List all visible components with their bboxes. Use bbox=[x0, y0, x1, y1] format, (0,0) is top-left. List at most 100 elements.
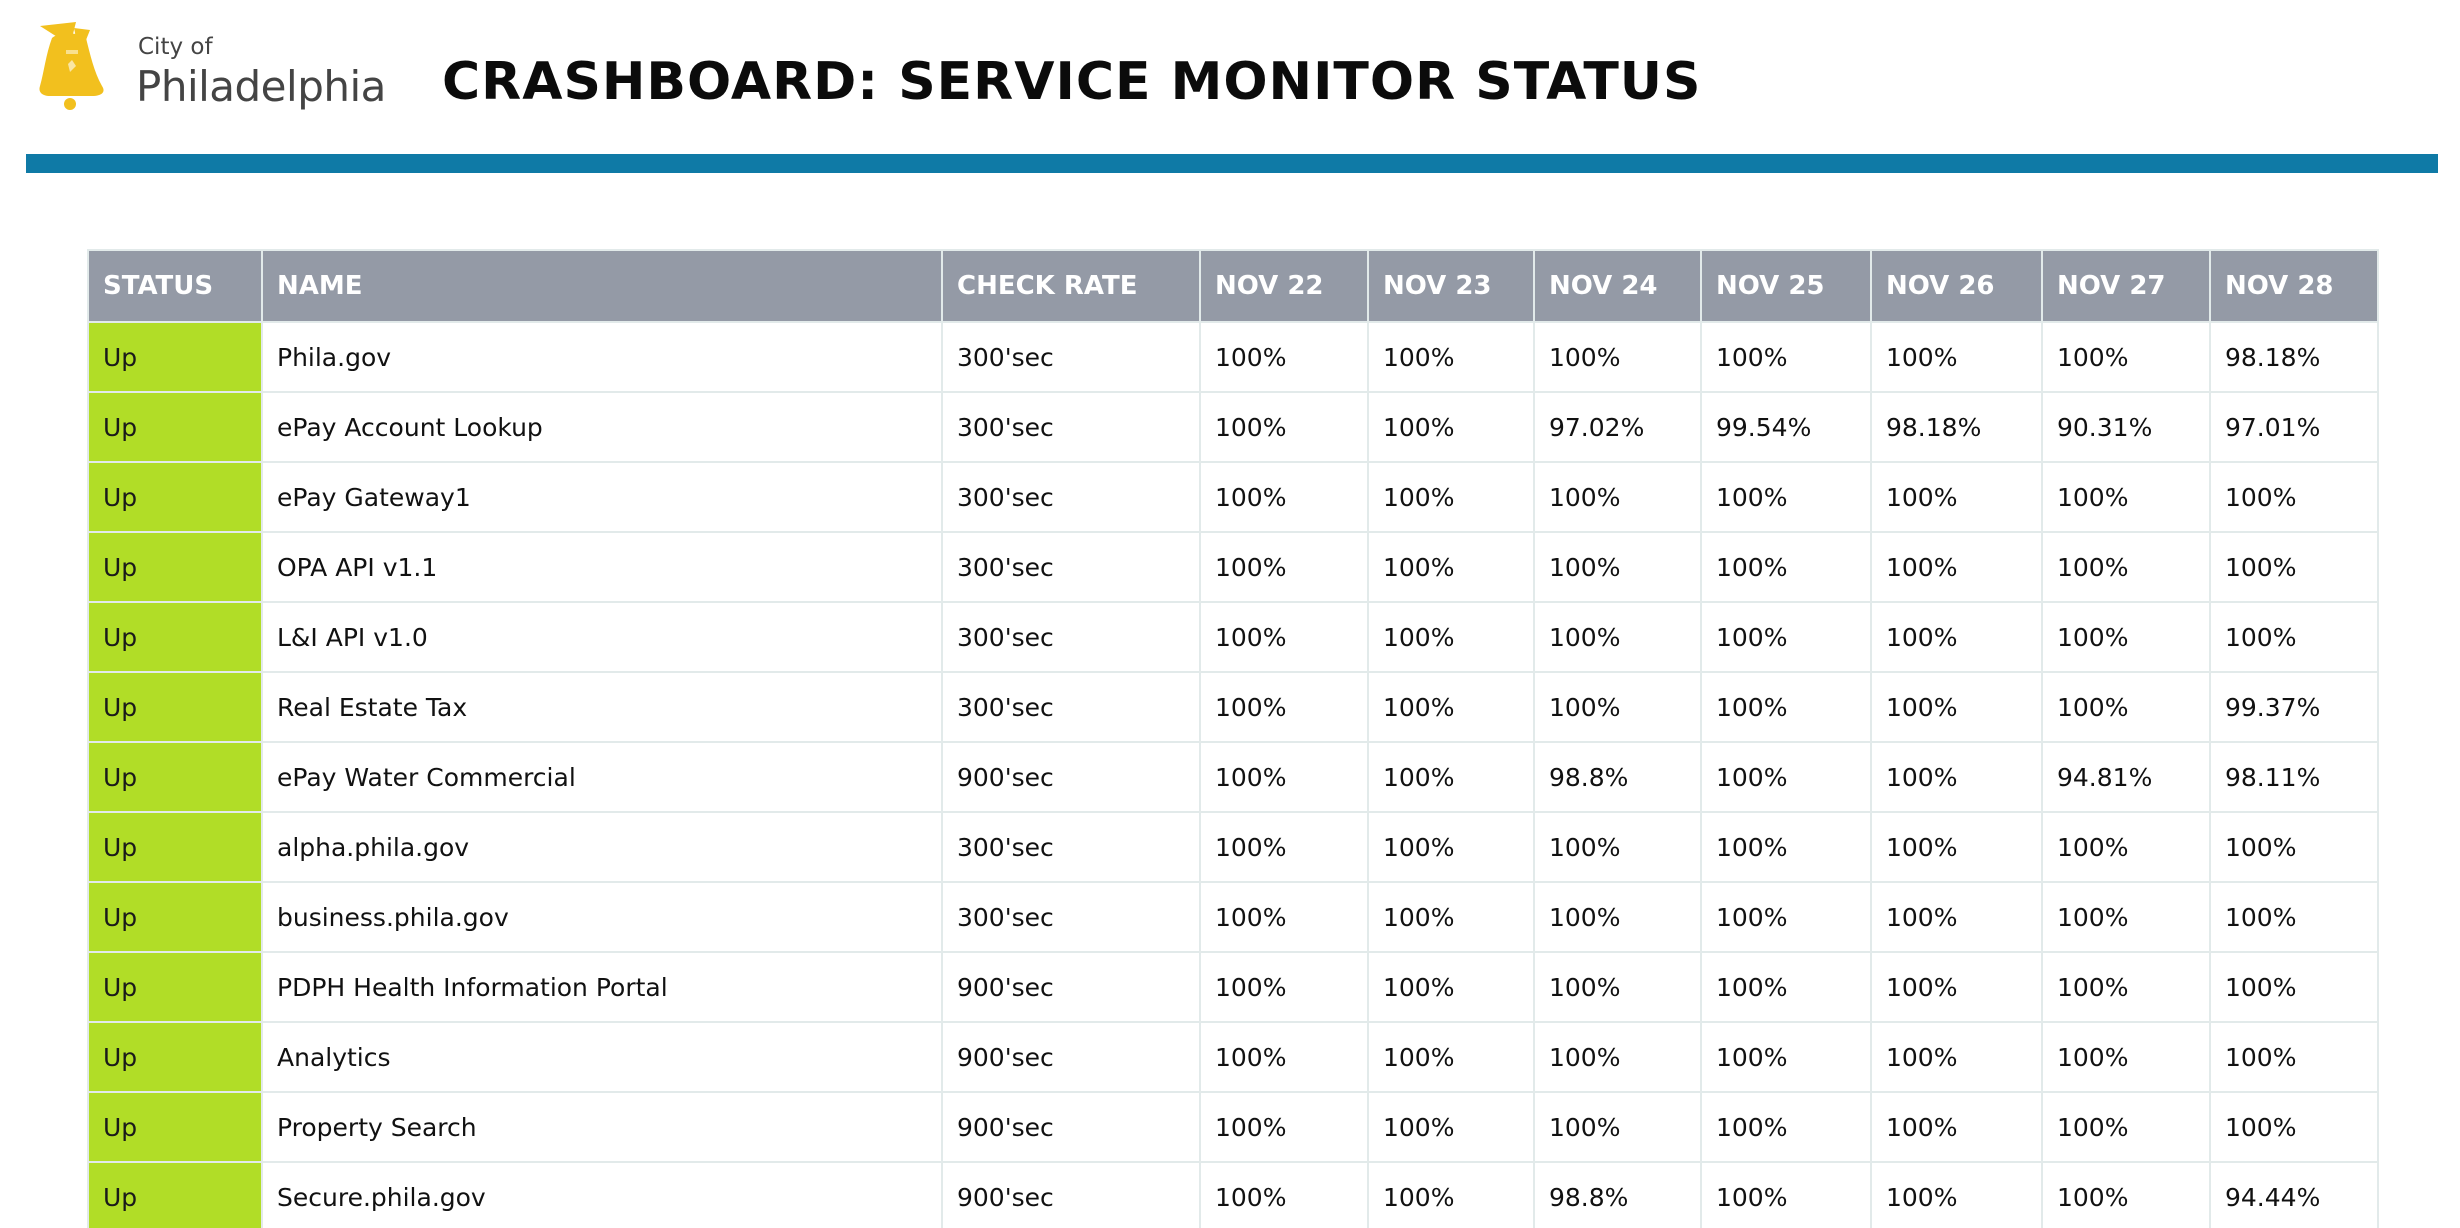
table-row[interactable]: Up Property Search 900'sec 100% 100% 100% 100%… bbox=[87, 1091, 2379, 1163]
status-badge: Up bbox=[87, 671, 263, 743]
uptime-day-2: 100% bbox=[1367, 601, 1535, 673]
uptime-day-4: 100% bbox=[1700, 321, 1872, 393]
status-badge: Up bbox=[87, 881, 263, 953]
table-row[interactable]: Up Phila.gov 300'sec 100% 100% 100% 100% 100% 10… bbox=[87, 321, 2379, 393]
uptime-day-4: 100% bbox=[1700, 881, 1872, 953]
uptime-day-5: 100% bbox=[1870, 531, 2043, 603]
logo-city-text: City of bbox=[138, 34, 213, 60]
uptime-day-7: 100% bbox=[2209, 461, 2379, 533]
uptime-day-4: 100% bbox=[1700, 811, 1872, 883]
column-header-day-1[interactable]: NOV 22 bbox=[1199, 249, 1369, 323]
uptime-day-5: 100% bbox=[1870, 741, 2043, 813]
column-header-day-5[interactable]: NOV 26 bbox=[1870, 249, 2043, 323]
column-header-day-7[interactable]: NOV 28 bbox=[2209, 249, 2379, 323]
uptime-day-1: 100% bbox=[1199, 461, 1369, 533]
city-logo[interactable]: City of Philadelphia bbox=[32, 20, 392, 120]
uptime-day-5: 98.18% bbox=[1870, 391, 2043, 463]
uptime-day-7: 100% bbox=[2209, 951, 2379, 1023]
uptime-day-3: 100% bbox=[1533, 811, 1702, 883]
check-rate: 300'sec bbox=[941, 881, 1201, 953]
uptime-day-6: 100% bbox=[2041, 881, 2211, 953]
uptime-day-4: 100% bbox=[1700, 531, 1872, 603]
table-row[interactable]: Up OPA API v1.1 300'sec 100% 100% 100% 100% 100… bbox=[87, 531, 2379, 603]
table-row[interactable]: Up PDPH Health Information Portal 900'sec 1… bbox=[87, 951, 2379, 1023]
uptime-day-1: 100% bbox=[1199, 741, 1369, 813]
table-row[interactable]: Up Real Estate Tax 300'sec 100% 100% 100% 100%… bbox=[87, 671, 2379, 743]
status-table: STATUS NAME CHECK RATE NOV 22 NOV 23 NOV… bbox=[87, 249, 2379, 1228]
uptime-day-3: 100% bbox=[1533, 321, 1702, 393]
service-name: PDPH Health Information Portal bbox=[261, 951, 943, 1023]
column-header-day-2[interactable]: NOV 23 bbox=[1367, 249, 1535, 323]
column-header-status[interactable]: STATUS bbox=[87, 249, 263, 323]
check-rate: 300'sec bbox=[941, 601, 1201, 673]
check-rate: 900'sec bbox=[941, 1091, 1201, 1163]
table-row[interactable]: Up L&I API v1.0 300'sec 100% 100% 100% 100% 100… bbox=[87, 601, 2379, 673]
uptime-day-2: 100% bbox=[1367, 671, 1535, 743]
uptime-day-2: 100% bbox=[1367, 1021, 1535, 1093]
table-row[interactable]: Up business.phila.gov 300'sec 100% 100% 100% 1… bbox=[87, 881, 2379, 953]
status-badge: Up bbox=[87, 811, 263, 883]
table-row[interactable]: Up ePay Water Commercial 900'sec 100% 100% 98… bbox=[87, 741, 2379, 813]
column-header-day-6[interactable]: NOV 27 bbox=[2041, 249, 2211, 323]
uptime-day-5: 100% bbox=[1870, 1161, 2043, 1228]
uptime-day-6: 100% bbox=[2041, 531, 2211, 603]
status-badge: Up bbox=[87, 391, 263, 463]
check-rate: 300'sec bbox=[941, 671, 1201, 743]
uptime-day-4: 100% bbox=[1700, 461, 1872, 533]
column-header-day-4[interactable]: NOV 25 bbox=[1700, 249, 1872, 323]
uptime-day-5: 100% bbox=[1870, 321, 2043, 393]
uptime-day-2: 100% bbox=[1367, 741, 1535, 813]
uptime-day-3: 100% bbox=[1533, 1021, 1702, 1093]
service-name: Secure.phila.gov bbox=[261, 1161, 943, 1228]
uptime-day-1: 100% bbox=[1199, 811, 1369, 883]
uptime-day-4: 100% bbox=[1700, 1091, 1872, 1163]
uptime-day-1: 100% bbox=[1199, 1091, 1369, 1163]
service-name: ePay Account Lookup bbox=[261, 391, 943, 463]
uptime-day-6: 100% bbox=[2041, 601, 2211, 673]
table-row[interactable]: Up Secure.phila.gov 900'sec 100% 100% 98.8% 10… bbox=[87, 1161, 2379, 1228]
uptime-day-1: 100% bbox=[1199, 321, 1369, 393]
uptime-day-7: 100% bbox=[2209, 1091, 2379, 1163]
uptime-day-5: 100% bbox=[1870, 671, 2043, 743]
uptime-day-3: 100% bbox=[1533, 601, 1702, 673]
uptime-day-3: 100% bbox=[1533, 531, 1702, 603]
check-rate: 300'sec bbox=[941, 391, 1201, 463]
column-header-check-rate[interactable]: CHECK RATE bbox=[941, 249, 1201, 323]
uptime-day-6: 90.31% bbox=[2041, 391, 2211, 463]
check-rate: 300'sec bbox=[941, 811, 1201, 883]
service-name: ePay Gateway1 bbox=[261, 461, 943, 533]
uptime-day-4: 100% bbox=[1700, 601, 1872, 673]
status-badge: Up bbox=[87, 601, 263, 673]
column-header-day-3[interactable]: NOV 24 bbox=[1533, 249, 1702, 323]
table-row[interactable]: Up alpha.phila.gov 300'sec 100% 100% 100% 100%… bbox=[87, 811, 2379, 883]
service-name: OPA API v1.1 bbox=[261, 531, 943, 603]
uptime-day-6: 100% bbox=[2041, 1091, 2211, 1163]
service-name: alpha.phila.gov bbox=[261, 811, 943, 883]
uptime-day-7: 100% bbox=[2209, 1021, 2379, 1093]
uptime-day-1: 100% bbox=[1199, 1161, 1369, 1228]
uptime-day-5: 100% bbox=[1870, 461, 2043, 533]
uptime-day-4: 99.54% bbox=[1700, 391, 1872, 463]
uptime-day-4: 100% bbox=[1700, 1161, 1872, 1228]
uptime-day-2: 100% bbox=[1367, 531, 1535, 603]
table-row[interactable]: Up Analytics 900'sec 100% 100% 100% 100% 100% 10… bbox=[87, 1021, 2379, 1093]
uptime-day-5: 100% bbox=[1870, 1021, 2043, 1093]
table-row[interactable]: Up ePay Account Lookup 300'sec 100% 100% 97.0… bbox=[87, 391, 2379, 463]
uptime-day-1: 100% bbox=[1199, 601, 1369, 673]
table-body: Up Phila.gov 300'sec 100% 100% 100% 100% 100% 10… bbox=[87, 321, 2379, 1228]
column-header-name[interactable]: NAME bbox=[261, 249, 943, 323]
uptime-day-4: 100% bbox=[1700, 1021, 1872, 1093]
uptime-day-6: 100% bbox=[2041, 811, 2211, 883]
check-rate: 900'sec bbox=[941, 741, 1201, 813]
uptime-day-4: 100% bbox=[1700, 951, 1872, 1023]
uptime-day-2: 100% bbox=[1367, 391, 1535, 463]
uptime-day-6: 94.81% bbox=[2041, 741, 2211, 813]
uptime-day-6: 100% bbox=[2041, 321, 2211, 393]
service-name: Real Estate Tax bbox=[261, 671, 943, 743]
uptime-day-5: 100% bbox=[1870, 601, 2043, 673]
table-row[interactable]: Up ePay Gateway1 300'sec 100% 100% 100% 100% 10… bbox=[87, 461, 2379, 533]
service-name: Property Search bbox=[261, 1091, 943, 1163]
uptime-day-2: 100% bbox=[1367, 1091, 1535, 1163]
status-badge: Up bbox=[87, 531, 263, 603]
